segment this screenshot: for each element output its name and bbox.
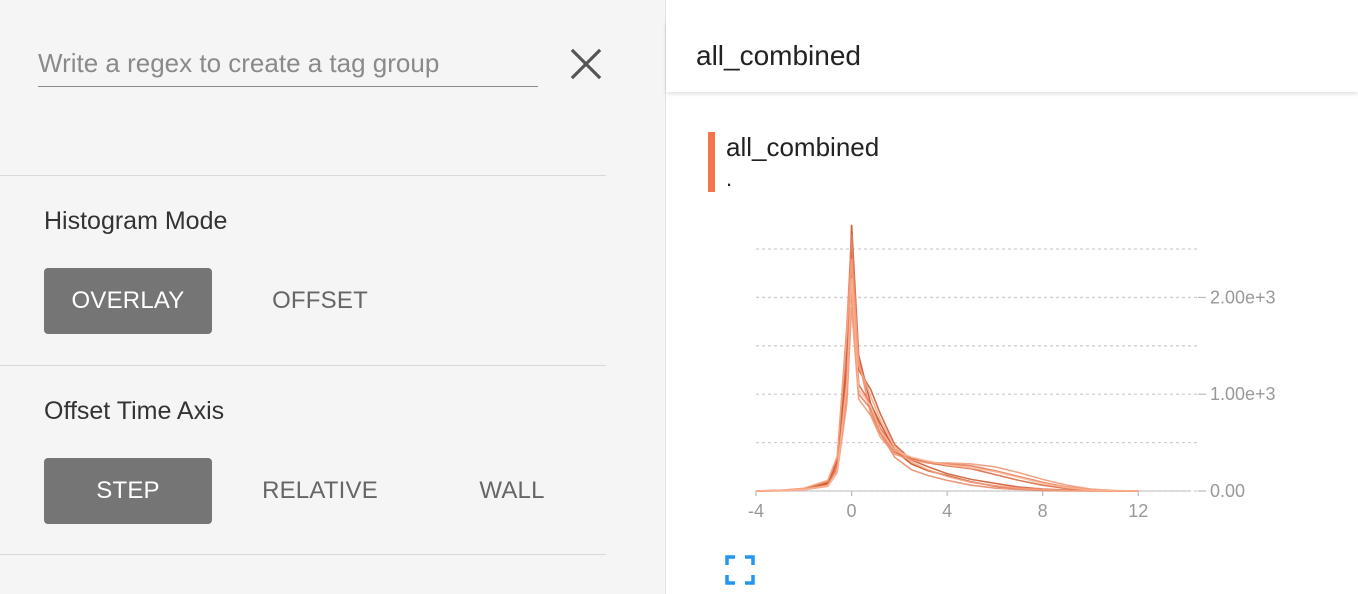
x-tick-label: -4 bbox=[748, 501, 764, 521]
overlay-button[interactable]: OVERLAY bbox=[44, 268, 212, 334]
y-tick-label: 1.00e+3 bbox=[1210, 384, 1276, 404]
divider bbox=[0, 365, 606, 366]
wall-button[interactable]: WALL bbox=[479, 477, 545, 504]
run-color-bar bbox=[708, 132, 715, 192]
card-title: all_combined bbox=[726, 132, 880, 162]
histogram-series-line bbox=[755, 234, 1139, 492]
left-sidebar: Histogram Mode OVERLAY OFFSET Offset Tim… bbox=[0, 0, 666, 594]
expand-chart-button[interactable] bbox=[724, 554, 756, 586]
x-tick-label: 0 bbox=[847, 501, 857, 521]
step-button[interactable]: STEP bbox=[44, 458, 212, 524]
relative-button[interactable]: RELATIVE bbox=[262, 477, 378, 504]
histogram-series-line bbox=[755, 248, 1139, 492]
tag-group-title: all_combined bbox=[696, 40, 861, 71]
offset-button[interactable]: OFFSET bbox=[272, 287, 368, 314]
y-tick-label: 2.00e+3 bbox=[1210, 287, 1276, 307]
offset-time-axis-title: Offset Time Axis bbox=[44, 397, 225, 425]
histogram-series-line bbox=[755, 278, 1139, 492]
histogram-series-line bbox=[755, 258, 1139, 492]
histogram-series-line bbox=[755, 268, 1139, 492]
histogram-series-line bbox=[755, 307, 1139, 492]
histogram-series-line bbox=[755, 224, 1139, 492]
close-icon bbox=[570, 48, 602, 80]
y-tick-label: 0.00 bbox=[1210, 481, 1245, 501]
histogram-chart: 0.00 1.00e+3 2.00e+3 -4 0 4 8 12 bbox=[748, 224, 1276, 521]
divider bbox=[0, 554, 606, 555]
fullscreen-icon bbox=[725, 555, 755, 585]
clear-search-button[interactable] bbox=[566, 44, 606, 84]
x-tick-label: 4 bbox=[942, 501, 952, 521]
tag-regex-input[interactable] bbox=[38, 40, 538, 87]
main-pane: all_combined all_combined . 0.00 1.00e+3 2… bbox=[666, 0, 1358, 594]
histogram-series-line bbox=[755, 287, 1139, 492]
x-tick-label: 8 bbox=[1038, 501, 1048, 521]
histogram-mode-title: Histogram Mode bbox=[44, 207, 228, 235]
tag-group-header[interactable]: all_combined bbox=[666, 22, 1358, 92]
card-subtitle: . bbox=[726, 166, 733, 191]
search-wrapper bbox=[38, 40, 538, 88]
x-tick-label: 12 bbox=[1128, 501, 1148, 521]
divider bbox=[0, 175, 606, 176]
